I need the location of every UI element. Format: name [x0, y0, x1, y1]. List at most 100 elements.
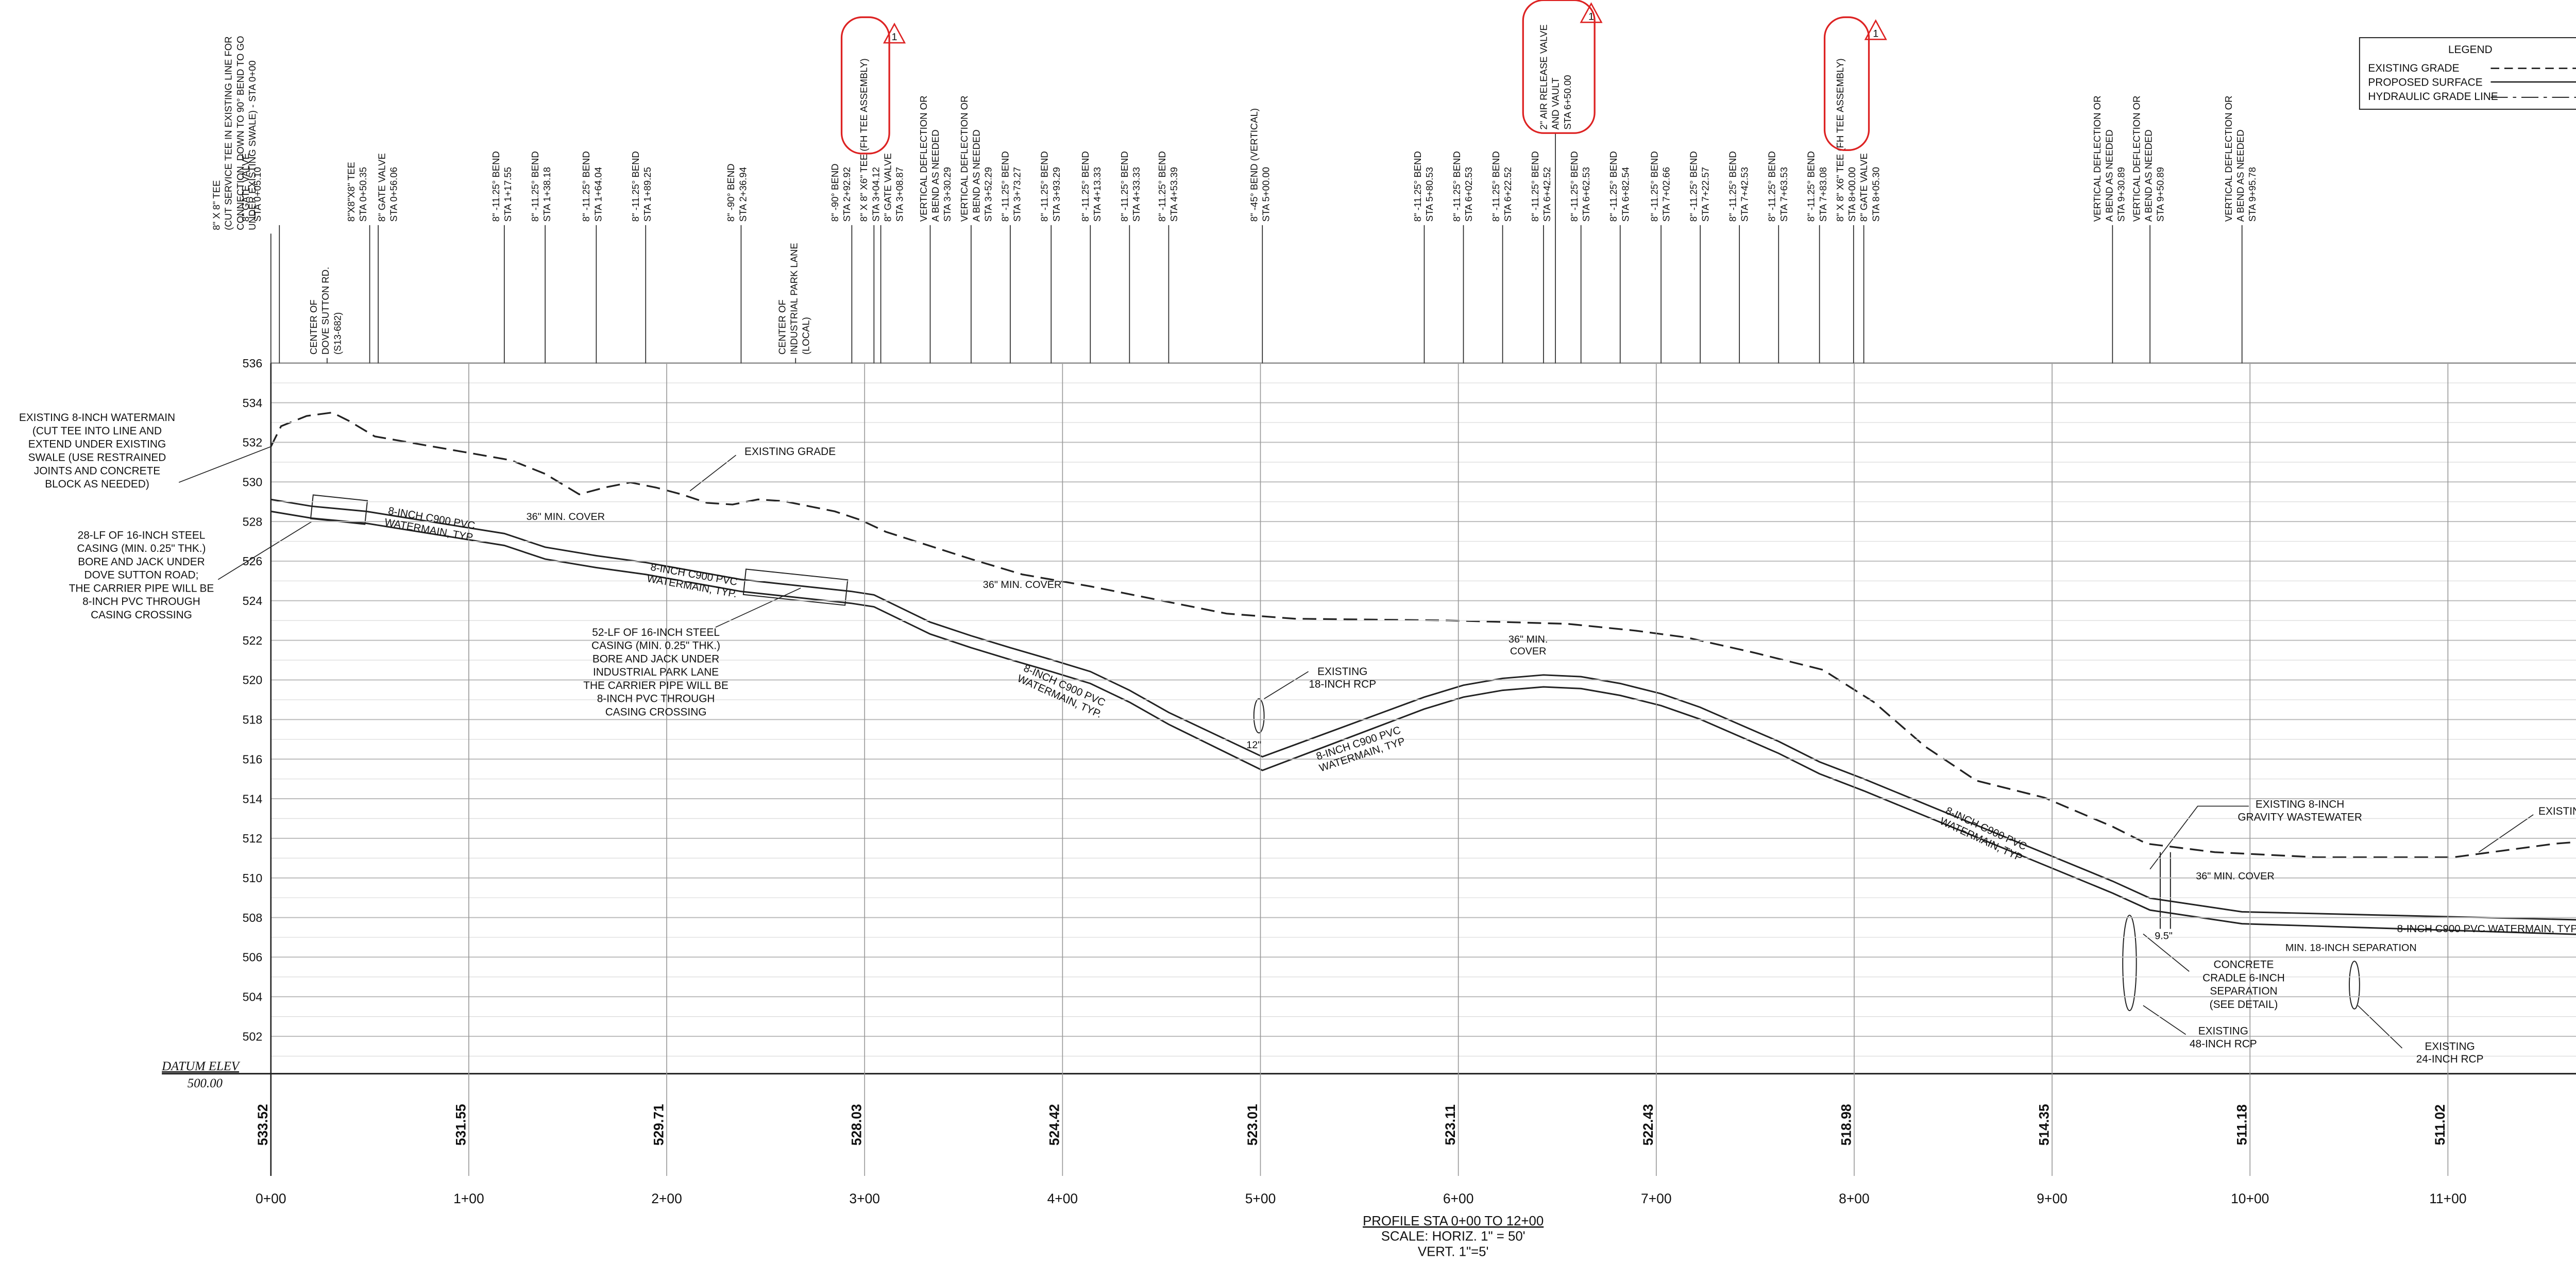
callout-text: CONNECTION, DOWN TO 90° BEND TO GO [235, 36, 246, 230]
note-text: 36" MIN. COVER [527, 511, 605, 523]
station-label: 0+00 [256, 1191, 286, 1206]
note-text: INDUSTRIAL PARK LANE [593, 666, 719, 678]
note-text: GRAVITY WASTEWATER [2238, 812, 2362, 823]
callout-text: VERTICAL DEFLECTION OR [2092, 96, 2103, 222]
note-text: SWALE (USE RESTRAINED [28, 451, 166, 463]
callout-text: STA 0+56.06 [388, 167, 399, 222]
elevation-label: 510 [243, 871, 263, 885]
datum-label: DATUM ELEV [161, 1059, 241, 1073]
callout-text: 8" -11.25° BEND [1157, 151, 1167, 222]
ground-elevation: 528.03 [849, 1104, 865, 1146]
title-block-text: PROFILE STA 0+00 TO 12+00 [1363, 1214, 1544, 1228]
existing-rcp [2122, 915, 2137, 1012]
callout-text: STA 7+22.57 [1700, 167, 1711, 222]
callout-text: STA 3+52.29 [983, 167, 994, 222]
revision-triangle [883, 22, 906, 44]
note-text: EXISTING [2198, 1025, 2248, 1037]
callout-text: STA 1+17.55 [502, 167, 513, 222]
note-text: EXISTING [2425, 1040, 2475, 1052]
ground-elevation: 518.98 [1838, 1104, 1854, 1146]
note-text: 8-INCH PVC THROUGH [597, 693, 715, 705]
elevation-label: 530 [243, 475, 263, 489]
title-block-text: VERT. 1"=5' [1418, 1244, 1489, 1259]
elevation-label: 502 [243, 1030, 263, 1043]
callout-text: STA 3+30.29 [942, 167, 953, 222]
callout-text: STA 9+50.89 [2155, 167, 2166, 222]
note-text: 18-INCH RCP [1309, 679, 1376, 691]
callout-text: STA 7+42.53 [1739, 167, 1750, 222]
note-text: CONCRETE [2214, 959, 2274, 971]
revision-triangle [1580, 2, 1603, 23]
callout-text: STA 6+22.52 [1502, 167, 1513, 222]
callout-text: STA 9+95.78 [2247, 167, 2258, 222]
note-text: BLOCK AS NEEDED) [45, 478, 149, 490]
callout-text: STA 0+50.35 [358, 167, 368, 222]
callout-text: (LOCAL) [801, 317, 811, 355]
callout-text: STA 3+73.27 [1012, 167, 1023, 222]
callout-text: A BEND AS NEEDED [930, 129, 941, 222]
pipe-top [270, 498, 2576, 921]
note-text: 9.5" [2155, 930, 2173, 941]
station-label: 4+00 [1047, 1191, 1078, 1206]
callout-text: 8" -11.25° BEND [630, 151, 641, 222]
callout-text: VERTICAL DEFLECTION OR [2131, 96, 2142, 222]
callout-text: 8" -11.25° BEND [1767, 151, 1777, 222]
callout-text: STA 7+83.08 [1818, 167, 1828, 222]
callout-text: UNDER EXISTING SWALE) - STA 0+00 [247, 60, 258, 230]
note-text: CASING CROSSING [91, 609, 192, 621]
callout-text: STA 6+42.52 [1541, 167, 1552, 222]
callout-text: STA 3+04.12 [870, 167, 881, 222]
callout-text: 8" -11.25° BEND [1806, 151, 1817, 222]
callout-text: 8" -11.25° BEND [581, 151, 591, 222]
note-text: 48-INCH RCP [2190, 1038, 2257, 1050]
legend-title: LEGEND [2448, 44, 2493, 56]
casing [742, 568, 849, 606]
existing-rcp [1253, 698, 1265, 734]
callout-text: STA 5+80.53 [1424, 167, 1435, 222]
note-text: 36" MIN. COVER [2196, 871, 2274, 882]
callout-text: 8" -11.25° BEND [1569, 151, 1580, 222]
callout-text: STA 1+38.18 [541, 167, 552, 222]
revision-number: 1 [1873, 28, 1878, 39]
title-block-text: SCALE: HORIZ. 1" = 50' [1381, 1230, 1526, 1244]
callout-text: 8" GATE VALVE [1858, 153, 1869, 222]
note-text: 12" [1246, 739, 1261, 751]
ground-elevation: 523.11 [1443, 1104, 1458, 1145]
elevation-label: 518 [243, 713, 263, 727]
elevation-label: 522 [243, 634, 263, 647]
callout-text: STA 9+30.89 [2116, 167, 2127, 222]
elevation-label: 526 [243, 554, 263, 568]
callout-text: 8" GATE VALVE [882, 153, 893, 222]
callout-text: 8" -11.25° BEND [1688, 151, 1699, 222]
note-text: 24-INCH RCP [2416, 1053, 2484, 1065]
elevation-label: 504 [243, 990, 263, 1004]
note-text: 36" MIN. COVER [983, 579, 1061, 591]
pipe-bottom [270, 510, 2576, 935]
callout-text: STA 0+05.10 [252, 167, 263, 222]
callout-text: STA 4+13.33 [1092, 167, 1103, 222]
callout-text: CENTER OF [308, 299, 319, 355]
callout-text: STA 6+82.54 [1620, 167, 1631, 222]
note-text: 8-INCH PVC THROUGH [82, 596, 200, 608]
ground-elevation: 511.18 [2234, 1104, 2250, 1145]
note-text: CASING (MIN. 0.25" THK.) [591, 640, 720, 652]
callout-text: STA 4+53.39 [1168, 167, 1179, 222]
note-text: 36" MIN. [1509, 634, 1548, 645]
elevation-label: 512 [243, 832, 263, 845]
callout-text: (S13-682) [332, 312, 343, 355]
callout-text: 8" -11.25° BEND [1530, 151, 1540, 222]
callout-text: AND VAULT [1550, 78, 1561, 130]
elevation-label: 514 [243, 792, 263, 805]
note-text: EXISTING [1317, 666, 1367, 678]
station-label: 10+00 [2231, 1191, 2269, 1206]
callout-text: 8" -45° BEND (VERTICAL) [1248, 108, 1259, 222]
callout-text: VERTICAL DEFLECTION OR [959, 96, 970, 222]
callout-text: 8" -90° BEND [725, 164, 736, 222]
callout-text: STA 8+05.30 [1870, 167, 1881, 222]
callout-text: CENTER OF [776, 299, 787, 355]
callout-text: A BEND AS NEEDED [2104, 129, 2114, 222]
callout-text: STA 4+33.33 [1131, 167, 1142, 222]
callout-text: 8" -11.25° BEND [1039, 151, 1050, 222]
